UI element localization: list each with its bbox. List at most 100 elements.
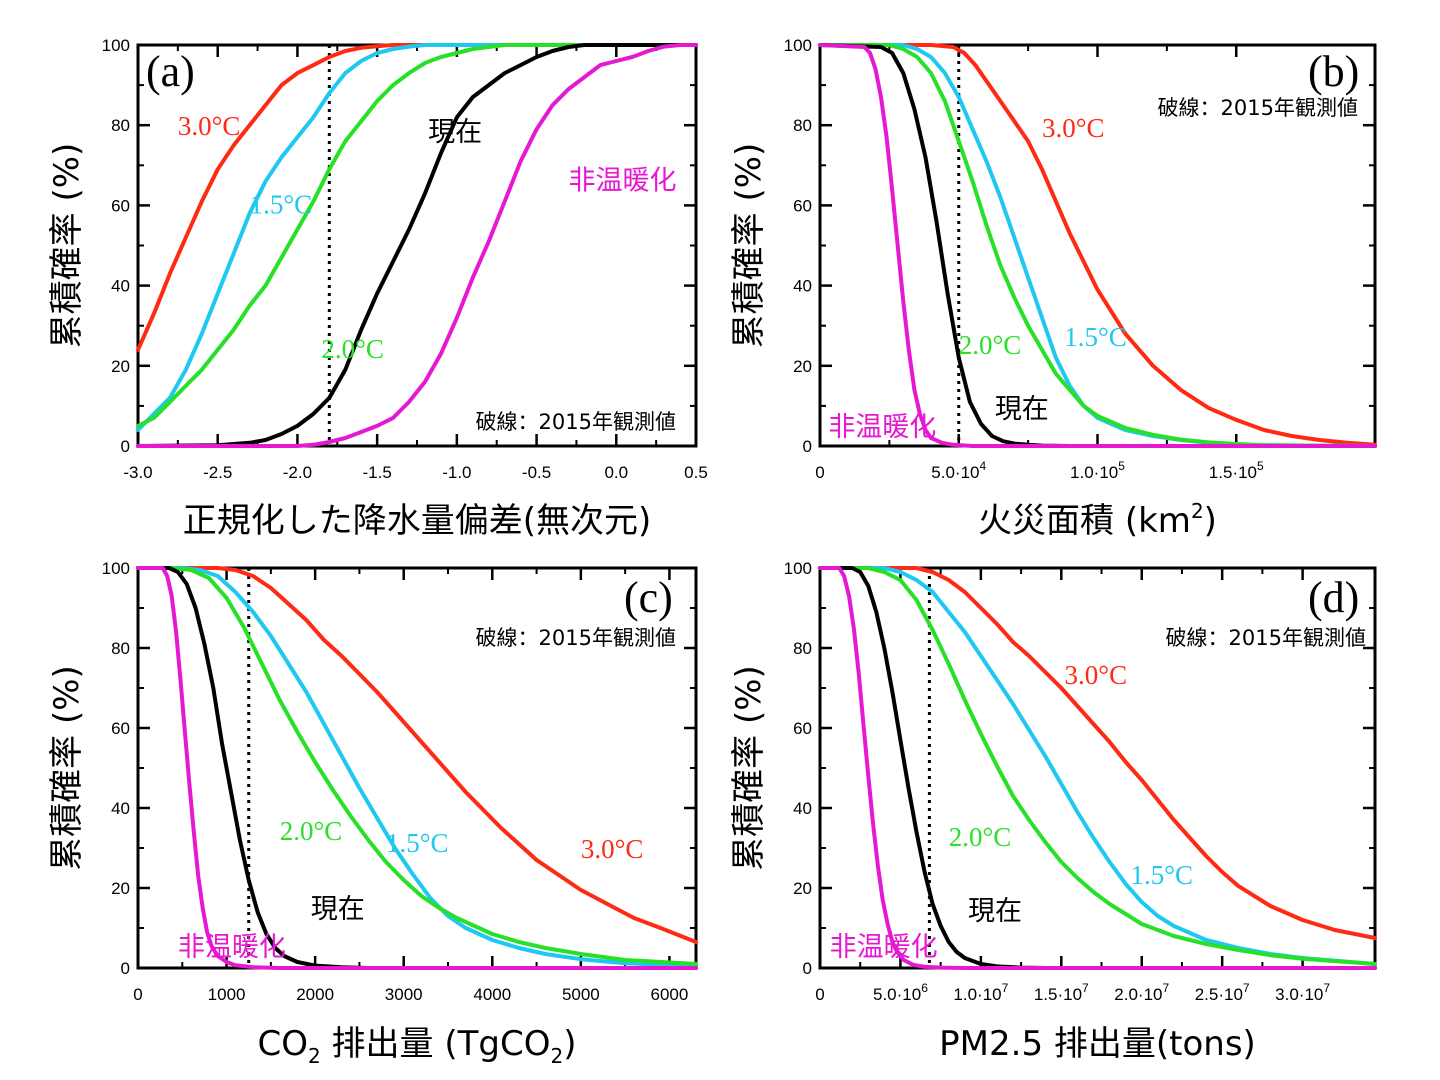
series-label: 1.5°C [386, 828, 449, 858]
series-line [818, 566, 1377, 966]
y-tick-label: 60 [111, 196, 130, 215]
x-tick-label: 3000 [385, 985, 423, 1004]
series-label: 現在 [968, 896, 1022, 926]
y-tick-label: 40 [111, 277, 130, 296]
y-tick-label: 40 [793, 799, 812, 818]
observed-note: 破線：2015年観測値 [1166, 626, 1366, 650]
series-label: 1.5°C [1064, 322, 1127, 352]
series-line [818, 566, 1377, 970]
series-line [818, 43, 1377, 448]
x-tick-label: 1000 [208, 985, 246, 1004]
series-label: 3.0°C [1065, 660, 1128, 690]
series-label: 3.0°C [581, 834, 644, 864]
x-tick-label: -0.5 [522, 463, 551, 482]
series-label: 現在 [428, 117, 482, 147]
series-label: 現在 [311, 894, 365, 924]
x-tick-label: 5000 [562, 985, 600, 1004]
series-line [136, 43, 698, 432]
y-tick-label: 80 [793, 639, 812, 658]
y-tick-label: 0 [803, 959, 812, 978]
series-label: 非温暖化 [568, 165, 676, 195]
y-tick-label: 0 [121, 959, 130, 978]
y-tick-label: 20 [793, 879, 812, 898]
y-tick-label: 80 [111, 639, 130, 658]
y-axis-label: 累積確率 (%) [47, 143, 87, 349]
series-line [818, 566, 1377, 940]
series-line [136, 43, 698, 428]
y-axis-label: 累積確率 (%) [729, 665, 769, 871]
panel-label: (d) [1308, 573, 1359, 622]
x-tick-label: -1.0 [442, 463, 471, 482]
series-line [136, 566, 698, 966]
series-label: 2.0°C [949, 822, 1012, 852]
panel-b: 0 20 40 60 80 100 0 5.0·104 1.0·105 1.5·105 3.0°C 1… [729, 36, 1377, 541]
x-tick-label: -3.0 [123, 463, 152, 482]
observed-note: 破線：2015年観測値 [1158, 96, 1358, 120]
x-tick-label: 0.0 [604, 463, 628, 482]
y-tick-label: 100 [784, 559, 812, 578]
y-tick-label: 20 [111, 357, 130, 376]
panel-d: 0 20 40 60 80 100 0 5.0·106 1.0·107 1.5·107 2.0·10… [729, 559, 1377, 1064]
x-tick-label: 1.5·107 [1034, 981, 1089, 1004]
series-line [136, 43, 698, 448]
x-tick-label: 2000 [296, 985, 334, 1004]
panel-label: (b) [1308, 47, 1359, 96]
y-tick-label: 100 [784, 36, 812, 55]
x-tick-label: 2.0·107 [1114, 981, 1169, 1004]
series-line [136, 566, 698, 944]
y-tick-label: 20 [793, 357, 812, 376]
y-tick-label: 60 [111, 719, 130, 738]
x-axis-label: CO2 排出量 (TgCO2) [258, 1024, 577, 1068]
x-axis-label: 火災面積 (km2) [978, 499, 1217, 541]
series-line [136, 566, 698, 970]
x-tick-label: 6000 [651, 985, 689, 1004]
y-axis-label: 累積確率 (%) [47, 665, 87, 871]
x-tick-label: 0 [815, 463, 824, 482]
series-line [136, 43, 698, 448]
series-line [136, 43, 698, 352]
y-tick-label: 0 [803, 437, 812, 456]
x-tick-label: 0.5 [684, 463, 708, 482]
series-label: 2.0°C [959, 330, 1022, 360]
series-line [818, 566, 1377, 970]
series-line [818, 566, 1377, 966]
y-tick-label: 0 [121, 437, 130, 456]
panel-label: (a) [146, 47, 195, 96]
x-axis-label: PM2.5 排出量(tons) [939, 1024, 1256, 1064]
y-tick-label: 60 [793, 196, 812, 215]
y-tick-label: 80 [793, 116, 812, 135]
x-tick-label: 0 [815, 985, 824, 1004]
x-tick-label: -1.5 [362, 463, 391, 482]
y-tick-label: 40 [793, 277, 812, 296]
series-label: 現在 [995, 394, 1049, 424]
series-line [818, 43, 1377, 447]
panel-a: 0 20 40 60 80 100 -3.0 -2.5 -2.0 -1.5 -1.0 -0.5 0.0 0… [47, 36, 708, 541]
series-label: 1.5°C [250, 189, 313, 219]
series-label: 1.5°C [1130, 860, 1193, 890]
x-tick-label: 5.0·104 [931, 459, 986, 482]
y-axis-label: 累積確率 (%) [729, 143, 769, 349]
x-tick-label: 1.0·105 [1070, 459, 1125, 482]
observed-note: 破線：2015年観測値 [476, 410, 676, 434]
y-tick-label: 100 [102, 36, 130, 55]
x-tick-label: 1.5·105 [1209, 459, 1264, 482]
series-label: 2.0°C [280, 816, 343, 846]
observed-note: 破線：2015年観測値 [476, 626, 676, 650]
series-line [136, 566, 698, 968]
series-label: 非温暖化 [828, 412, 936, 442]
series-line [136, 566, 698, 970]
series-label: 2.0°C [321, 334, 384, 364]
x-tick-label: 0 [133, 985, 142, 1004]
x-tick-label: 3.0·107 [1275, 981, 1330, 1004]
plot-frame [136, 43, 698, 448]
x-tick-label: 4000 [473, 985, 511, 1004]
x-tick-label: -2.0 [283, 463, 312, 482]
x-tick-label: 1.0·107 [953, 981, 1008, 1004]
y-tick-label: 60 [793, 719, 812, 738]
x-tick-label: 2.5·107 [1195, 981, 1250, 1004]
y-tick-label: 80 [111, 116, 130, 135]
series-label: 非温暖化 [830, 932, 938, 962]
panel-label: (c) [624, 573, 673, 622]
